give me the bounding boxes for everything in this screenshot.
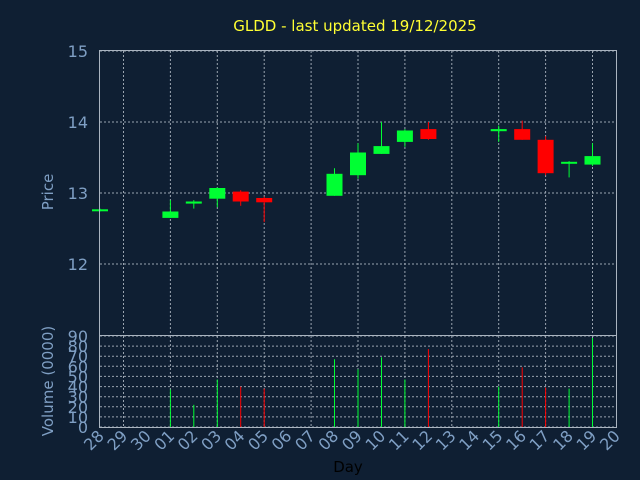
candle-body: [561, 161, 578, 164]
price-axis-label: Price: [39, 174, 57, 211]
price-tick-label: 15: [68, 42, 88, 61]
volume-tick-label: 20: [68, 398, 88, 417]
day-tick-label: 20: [596, 426, 624, 454]
candlestick-series: [92, 120, 601, 223]
chart-title: GLDD - last updated 19/12/2025: [233, 17, 476, 35]
price-tick-label: 12: [68, 255, 88, 274]
volume-axis-label: Volume (0000): [39, 326, 57, 436]
candle-body: [326, 173, 343, 196]
price-tick-label: 14: [68, 113, 88, 132]
price-grid: [100, 50, 616, 335]
day-tick-labels: 2829300102030405060708091011121314151617…: [80, 426, 624, 454]
volume-tick-label: 70: [68, 347, 88, 366]
candle-body: [420, 129, 437, 139]
candle-body: [185, 201, 202, 204]
candle-body: [584, 156, 601, 165]
candle-body: [209, 188, 226, 199]
candle-body: [162, 211, 179, 218]
candle-body: [514, 129, 531, 140]
volume-tick-label: 90: [68, 327, 88, 346]
candle-body: [350, 152, 366, 176]
candle-body: [396, 130, 413, 142]
candle-body: [490, 129, 507, 132]
volume-tick-label: 60: [68, 357, 88, 376]
candle-body: [256, 198, 273, 203]
volume-tick-label: 50: [68, 367, 88, 386]
volume-tick-label: 0: [78, 418, 88, 437]
volume-plot-frame: [99, 335, 617, 428]
candle-body: [373, 146, 390, 154]
price-tick-label: 13: [68, 184, 88, 203]
candle-body: [232, 191, 249, 202]
price-tick-labels: 12 13 14 15: [68, 42, 88, 274]
x-axis-label: Day: [333, 458, 363, 476]
volume-tick-label: 10: [68, 408, 88, 427]
volume-series: [169, 338, 593, 427]
volume-tick-label: 30: [68, 388, 88, 407]
volume-tick-label: 80: [68, 337, 88, 356]
candle-body: [537, 139, 554, 174]
volume-tick-label: 40: [68, 378, 88, 397]
